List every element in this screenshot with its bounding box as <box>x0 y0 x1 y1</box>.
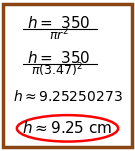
Text: $h \approx 9.25$ cm: $h \approx 9.25$ cm <box>22 120 113 136</box>
Text: $h = \ 350$: $h = \ 350$ <box>27 50 90 66</box>
Text: $\pi r^2$: $\pi r^2$ <box>49 27 69 44</box>
FancyBboxPatch shape <box>3 4 132 147</box>
Text: $h \approx 9.25250273$: $h \approx 9.25250273$ <box>13 89 122 104</box>
Text: $\pi(3.47)^2$: $\pi(3.47)^2$ <box>31 61 83 79</box>
Text: $h = \ 350$: $h = \ 350$ <box>27 15 90 31</box>
